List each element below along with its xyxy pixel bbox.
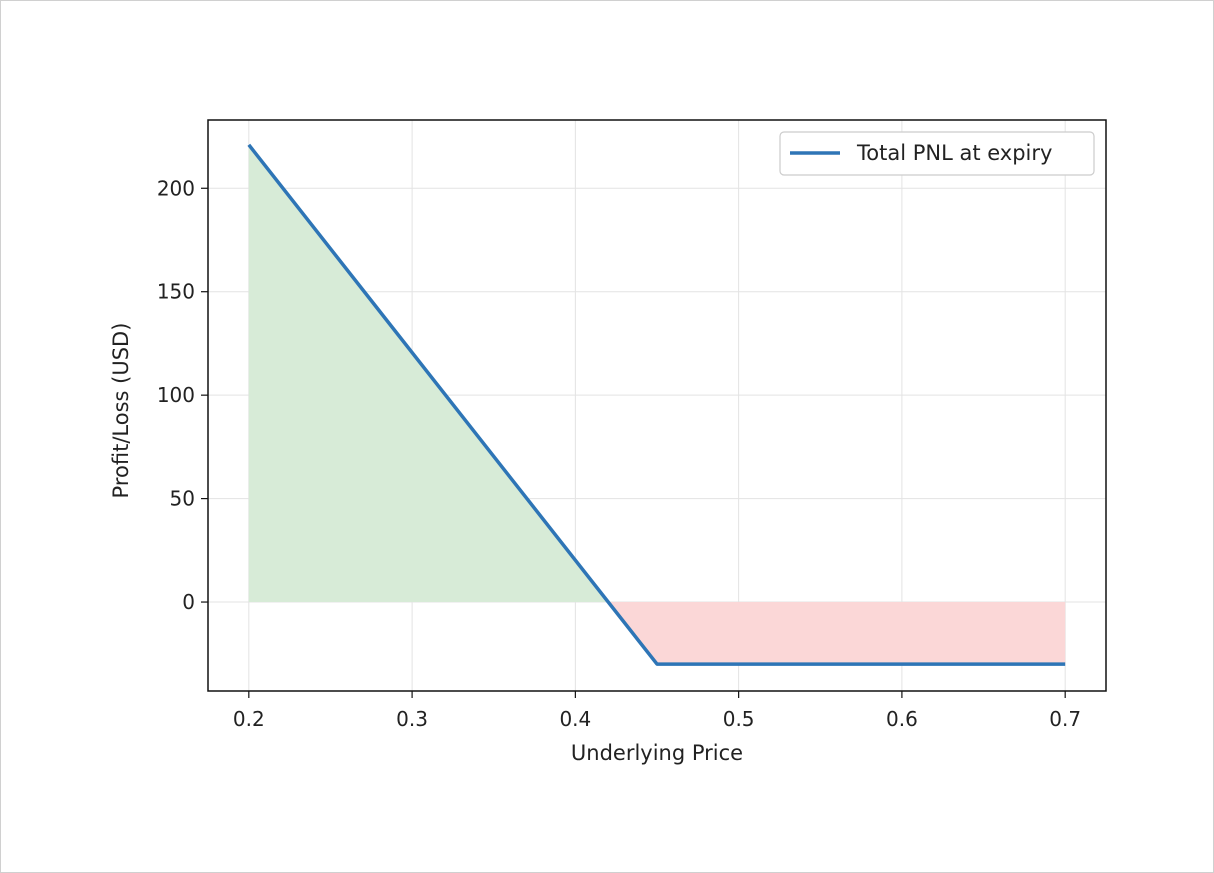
x-axis-ticks: 0.2 0.3 0.4 0.5 0.6 0.7 <box>233 691 1081 731</box>
plot-area-border <box>207 119 1107 692</box>
x-tick-label-5: 0.7 <box>1049 707 1081 731</box>
x-tick-label-4: 0.6 <box>886 707 918 731</box>
x-tick-label-1: 0.3 <box>396 707 428 731</box>
y-axis-title: Profit/Loss (USD) <box>109 323 133 499</box>
series-lines <box>247 143 1066 666</box>
x-axis-title: Underlying Price <box>571 741 743 765</box>
legend: Total PNL at expiry <box>779 131 1095 176</box>
x-tick-label-3: 0.5 <box>723 707 755 731</box>
fill-areas <box>248 144 1066 665</box>
y-tick-label-1: 50 <box>170 487 195 511</box>
series-line-total-pnl <box>247 143 1066 666</box>
x-tick-label-0: 0.2 <box>233 707 265 731</box>
legend-label-total-pnl: Total PNL at expiry <box>856 141 1052 165</box>
legend-box <box>779 131 1095 176</box>
y-tick-label-3: 150 <box>157 280 195 304</box>
y-tick-label-0: 0 <box>182 590 195 614</box>
x-tick-label-2: 0.4 <box>559 707 591 731</box>
y-axis-ticks: 0 50 100 150 200 <box>157 176 208 614</box>
y-tick-label-2: 100 <box>157 383 195 407</box>
loss-fill-area <box>608 602 1066 665</box>
y-tick-label-4: 200 <box>157 176 195 200</box>
